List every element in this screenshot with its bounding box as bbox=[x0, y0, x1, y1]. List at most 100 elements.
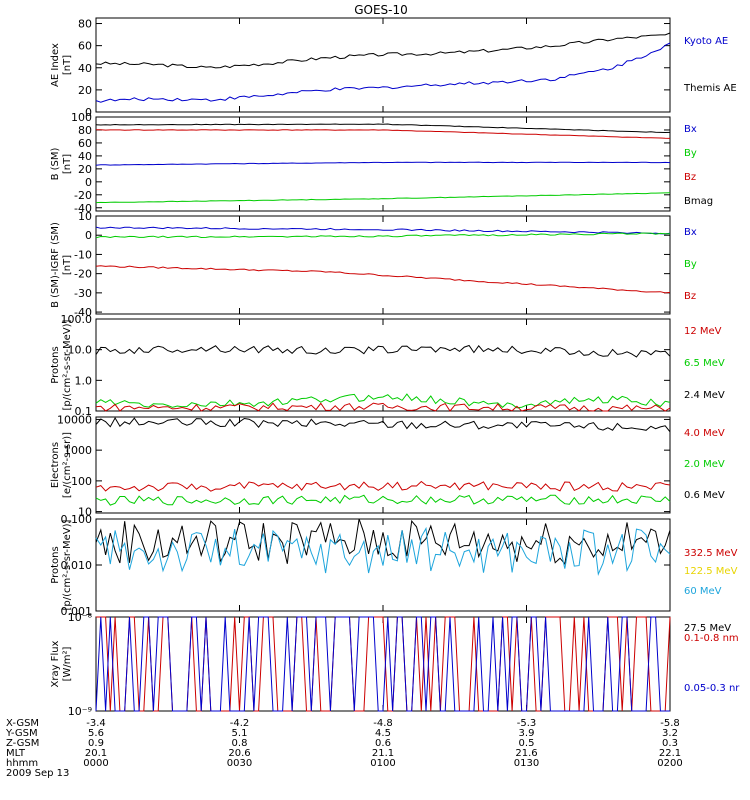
ephemeris-value: 0200 bbox=[657, 758, 682, 769]
panel-frame bbox=[95, 416, 671, 514]
y-axis-label: [p/(cm²-s-sr-MeV)] bbox=[62, 319, 73, 410]
y-axis-label: [nT] bbox=[62, 255, 73, 275]
legend-entry: 332.5 MeV bbox=[684, 548, 738, 559]
series-line-bz bbox=[95, 265, 671, 294]
y-tick-label: 20 bbox=[78, 84, 92, 97]
panel-bigrf: -40 -30 -20 -10 0 10 B (SM)-IGRF (SM) [nT] Bx By B… bbox=[50, 210, 697, 319]
y-axis-label: Xray Flux bbox=[50, 640, 61, 687]
y-tick-label: 10000 bbox=[57, 413, 92, 426]
y-tick-label: 80 bbox=[78, 124, 92, 137]
y-tick-label: -10 bbox=[74, 248, 92, 261]
y-tick-label: -30 bbox=[74, 287, 92, 300]
ephemeris-row-label: 2009 Sep 13 bbox=[6, 768, 69, 779]
legend-entry: 0.05-0.3 nr bbox=[684, 683, 740, 694]
y-tick-label: 10 bbox=[78, 210, 92, 223]
y-tick-label: 0 bbox=[85, 176, 92, 189]
ephemeris-value: 5.1 bbox=[232, 728, 248, 739]
y-tick-label: 100 bbox=[71, 475, 92, 488]
y-axis-label: Protons bbox=[50, 346, 61, 383]
y-tick-label: 0 bbox=[85, 229, 92, 242]
y-axis-label: [nT] bbox=[62, 154, 73, 174]
panel-electrons: 10 100 1000 10000 Electrons [e/(cm²-s-sr)] 4.0… bbox=[50, 413, 725, 518]
chart-title: GOES-10 bbox=[354, 3, 408, 17]
ephemeris-value: -3.4 bbox=[86, 718, 106, 729]
ephemeris-value: 0100 bbox=[370, 758, 395, 769]
series-line-4-0-mev bbox=[95, 480, 671, 492]
y-axis-label: B (SM)-IGRF (SM) bbox=[50, 222, 61, 308]
legend-entry: 2.0 MeV bbox=[684, 459, 725, 470]
y-tick-label: 0.1 bbox=[75, 405, 93, 418]
ephemeris-value: 20.1 bbox=[85, 748, 107, 759]
y-tick-label: 100 bbox=[71, 111, 92, 124]
ephemeris-value: -5.8 bbox=[660, 718, 680, 729]
legend-entry: 27.5 MeV bbox=[684, 623, 731, 634]
legend-entry: Themis AE bbox=[683, 83, 737, 94]
series-line-by bbox=[95, 192, 671, 204]
y-tick-label: 60 bbox=[78, 137, 92, 150]
y-tick-label: 1.0 bbox=[75, 374, 93, 387]
series-line-by bbox=[95, 232, 670, 239]
ephemeris-value: 5.6 bbox=[88, 728, 104, 739]
ephemeris-value: 0000 bbox=[83, 758, 108, 769]
series-line-27-5-mev bbox=[95, 518, 671, 566]
series-line-0-05-0-3-nr bbox=[95, 616, 670, 712]
ephemeris-value: 3.9 bbox=[519, 728, 535, 739]
y-tick-label: 10⁻⁸ bbox=[68, 611, 93, 624]
y-tick-label: 0.100 bbox=[61, 513, 93, 526]
y-tick-label: -40 bbox=[74, 306, 92, 319]
ephemeris-value: 0.8 bbox=[232, 738, 248, 749]
y-axis-label: [e/(cm²-s-sr)] bbox=[62, 432, 73, 498]
ephemeris-value: 20.6 bbox=[228, 748, 250, 759]
ephemeris-value: -4.2 bbox=[230, 718, 250, 729]
legend-entry: By bbox=[684, 148, 697, 159]
panel-protons: 0.1 1.0 10.0 100.0 Protons [p/(cm²-s-sr-MeV)]… bbox=[50, 313, 725, 418]
y-axis-label: Electrons bbox=[50, 442, 61, 488]
ephemeris-row-label: MLT bbox=[6, 748, 26, 759]
y-tick-label: 0.001 bbox=[61, 605, 93, 618]
ephemeris-row-label: Y-GSM bbox=[5, 728, 38, 739]
ephemeris-value: 0030 bbox=[227, 758, 252, 769]
ephemeris-value: 0.9 bbox=[88, 738, 104, 749]
y-axis-label: [p/(cm²-s-sr-MeV)] bbox=[62, 519, 73, 610]
y-tick-label: 40 bbox=[78, 150, 92, 163]
ephemeris-value: 0.5 bbox=[519, 738, 535, 749]
y-tick-label: 20 bbox=[78, 163, 92, 176]
y-axis-label: [nT] bbox=[62, 55, 73, 75]
ephemeris-value: 0.6 bbox=[375, 738, 391, 749]
ephemeris-value: 4.5 bbox=[375, 728, 391, 739]
ephemeris-value: 21.1 bbox=[372, 748, 394, 759]
ephemeris-value: 0130 bbox=[514, 758, 539, 769]
series-line-bmag bbox=[95, 123, 671, 134]
legend-entry: 12 MeV bbox=[684, 326, 722, 337]
ephemeris-row-label: hhmm bbox=[6, 758, 38, 769]
ephemeris-row-label: Z-GSM bbox=[6, 738, 39, 749]
ephemeris-value: 21.6 bbox=[515, 748, 537, 759]
y-tick-label: 100.0 bbox=[61, 313, 93, 326]
legend-entry: Kyoto AE bbox=[684, 36, 728, 47]
legend-entry: Bz bbox=[684, 291, 696, 302]
panel-ae: 0 20 40 60 80 AE Index [nT] Kyoto AE Themis AE bbox=[50, 17, 737, 119]
y-tick-label: 10 bbox=[78, 506, 92, 519]
y-axis-label: Protons bbox=[50, 546, 61, 583]
series-line-0-6-mev bbox=[95, 416, 671, 433]
series-line-kyoto-ae bbox=[95, 42, 671, 103]
y-tick-label: -40 bbox=[74, 202, 92, 215]
series-line-bx bbox=[95, 161, 671, 166]
legend-entry: Bz bbox=[684, 172, 696, 183]
y-axis-label: B (SM) bbox=[50, 147, 61, 180]
y-tick-label: 0.010 bbox=[61, 559, 93, 572]
series-line-2-4-mev bbox=[95, 344, 671, 358]
legend-entry: 0.6 MeV bbox=[684, 490, 725, 501]
series-line-12-mev bbox=[95, 402, 671, 412]
y-tick-label: 40 bbox=[78, 62, 92, 75]
y-tick-label: -20 bbox=[74, 268, 92, 281]
legend-entry: Bx bbox=[684, 227, 697, 238]
legend-entry: Bmag bbox=[684, 196, 713, 207]
series-line-0-1-0-8-nm bbox=[96, 616, 671, 712]
y-tick-label: 60 bbox=[78, 40, 92, 53]
ephemeris-value: 0.3 bbox=[662, 738, 678, 749]
legend-entry: 122.5 MeV bbox=[684, 566, 738, 577]
